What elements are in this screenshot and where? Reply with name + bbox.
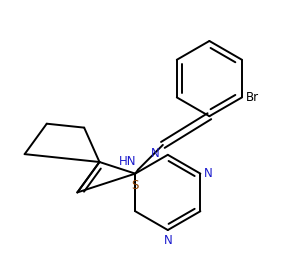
- Text: Br: Br: [246, 91, 259, 104]
- Text: HN: HN: [119, 155, 136, 168]
- Text: N: N: [163, 234, 172, 247]
- Text: N: N: [151, 147, 160, 160]
- Text: N: N: [204, 167, 213, 180]
- Text: S: S: [131, 179, 139, 192]
